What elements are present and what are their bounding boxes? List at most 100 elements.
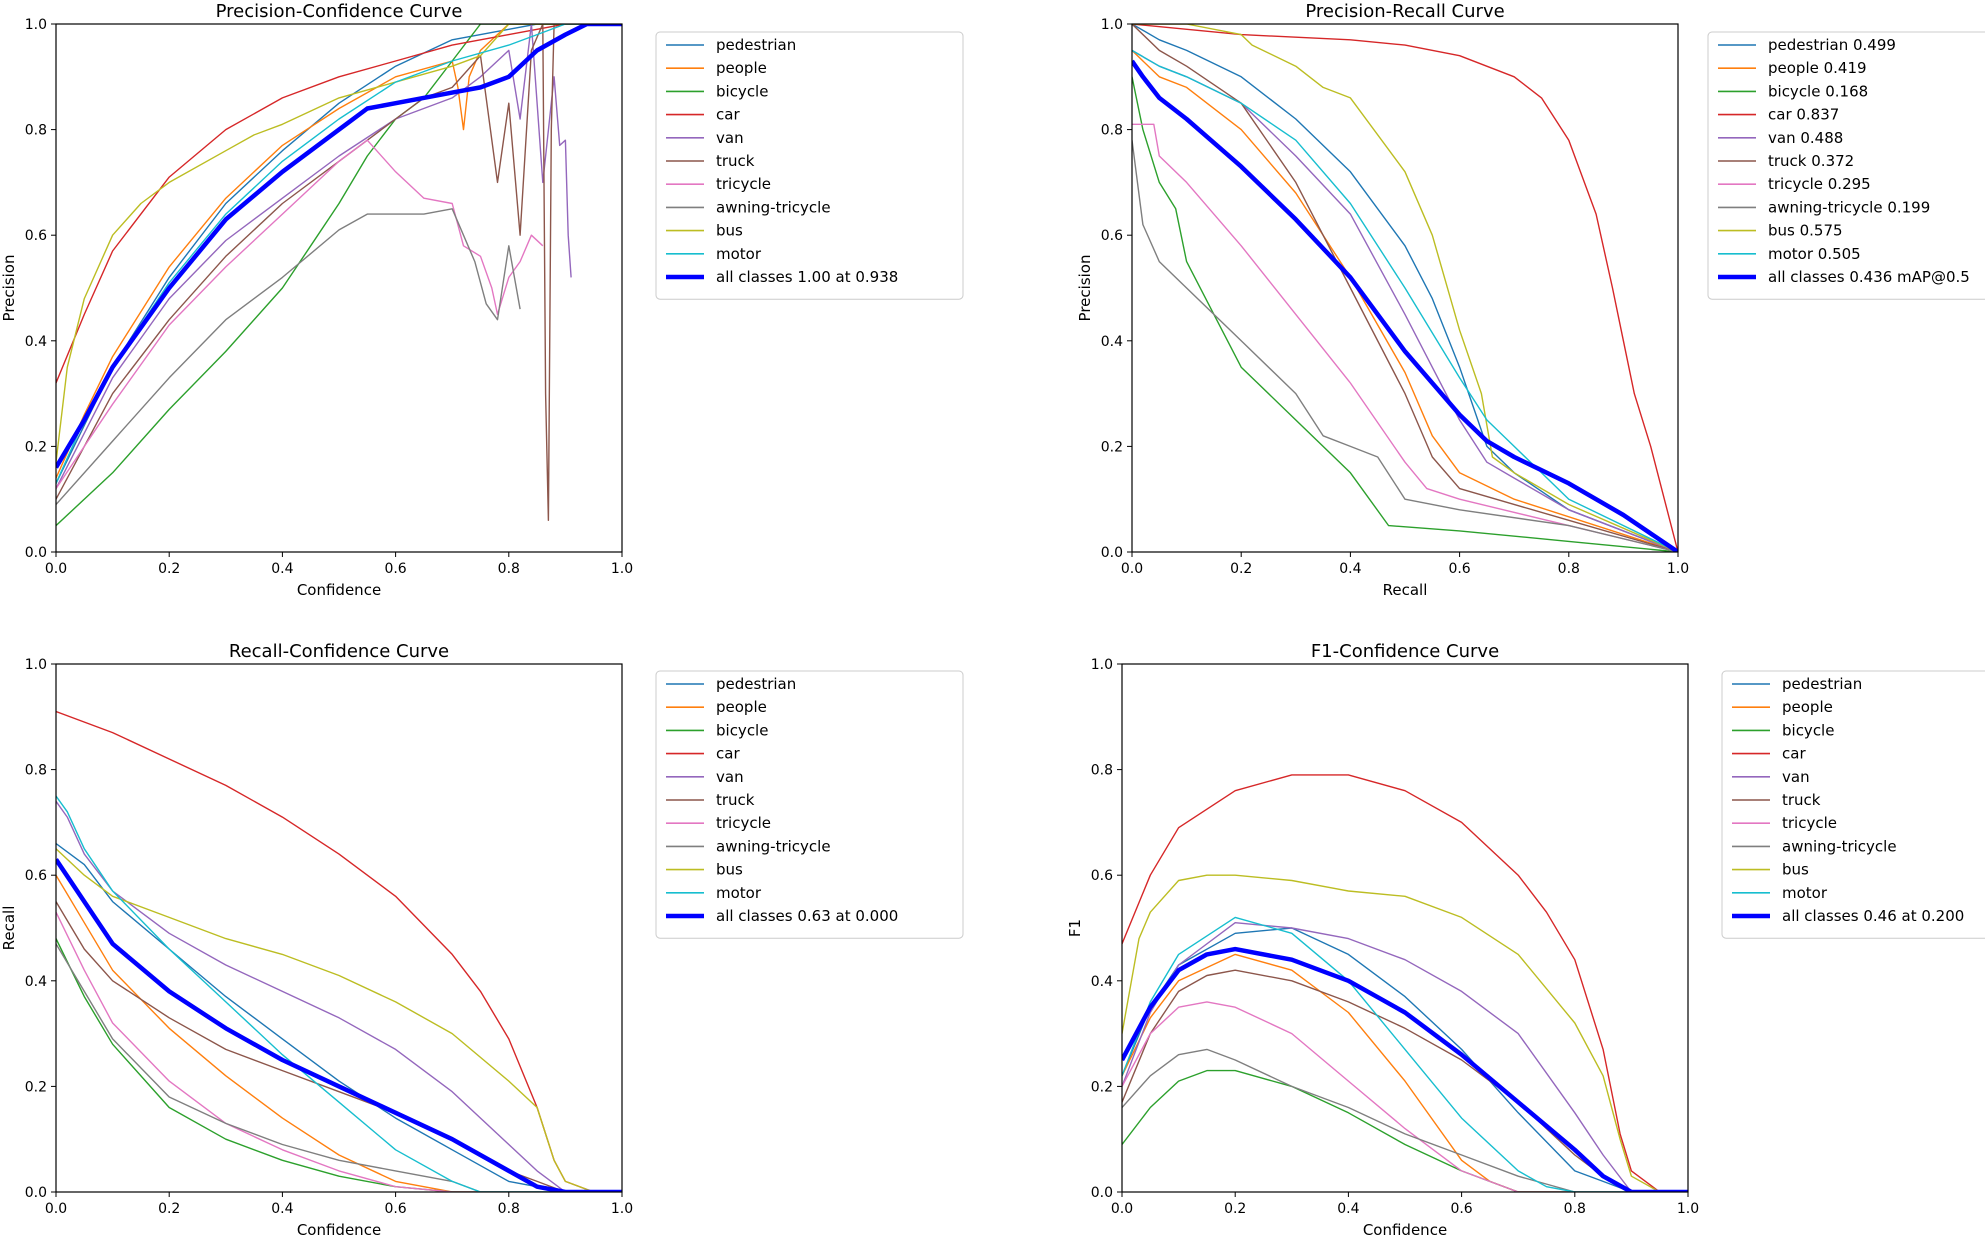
series-line-truck <box>56 24 622 521</box>
legend-label-tricycle: tricycle 0.295 <box>1768 175 1871 193</box>
chart-title: Precision-Confidence Curve <box>216 1 463 22</box>
legend-label-truck: truck <box>1782 791 1821 809</box>
x-tick-label: 0.8 <box>1558 561 1580 577</box>
legend-label-pedestrian: pedestrian <box>1782 675 1862 693</box>
x-tick-label: 0.4 <box>271 1201 293 1217</box>
x-tick-label: 0.6 <box>1448 561 1470 577</box>
x-tick-label: 1.0 <box>611 1201 633 1217</box>
series-line-bicycle <box>56 938 622 1192</box>
series-line-car <box>1132 24 1678 552</box>
legend-label-bus: bus <box>716 861 743 879</box>
chart-title: F1-Confidence Curve <box>1311 641 1499 662</box>
x-tick-label: 0.4 <box>1339 561 1361 577</box>
legend-label-bus: bus <box>716 222 743 240</box>
legend-box <box>1721 670 1985 939</box>
legend-box <box>1707 31 1985 300</box>
legend-label-tricycle: tricycle <box>716 175 771 193</box>
series-line-bicycle <box>1132 76 1678 552</box>
series-line-motor <box>56 24 622 484</box>
y-tick-label: 0.6 <box>25 228 47 244</box>
series-line-people <box>1132 49 1678 552</box>
series-group <box>1132 24 1678 552</box>
series-line-bus <box>56 24 622 463</box>
y-tick-label: 0.4 <box>25 334 47 350</box>
legend-label-awning-tricycle: awning-tricycle <box>1782 837 1897 855</box>
legend-label-pedestrian: pedestrian <box>716 675 796 693</box>
y-tick-label: 0.4 <box>1101 334 1123 350</box>
series-line-motor <box>1122 916 1688 1192</box>
series-line-car <box>1122 774 1688 1192</box>
y-tick-label: 0.0 <box>25 545 47 561</box>
chart-f1-confidence-curve: F1-Confidence Curve 0.0 0.2 0.4 0.6 0.8 1.0 0.0… <box>1066 641 1985 1237</box>
legend-label-van: van <box>716 768 744 786</box>
y-tick-label: 1.0 <box>1091 657 1113 673</box>
series-line-bus <box>1122 874 1688 1192</box>
series-line-motor <box>1132 49 1678 552</box>
y-axis-label: Precision <box>1076 255 1094 322</box>
x-tick-label: 0.8 <box>498 561 520 577</box>
x-tick-label: 0.6 <box>384 561 406 577</box>
y-tick-label: 0.2 <box>25 1079 47 1095</box>
series-line-van <box>1132 49 1678 552</box>
legend-label-awning-tricycle: awning-tricycle <box>716 837 831 855</box>
x-tick-label: 0.0 <box>1111 1201 1133 1217</box>
series-line-tricycle <box>1122 1001 1688 1192</box>
y-tick-label: 1.0 <box>1101 17 1123 33</box>
plot-frame <box>1131 23 1679 553</box>
series-group <box>56 24 622 527</box>
plot-frame <box>55 663 623 1193</box>
legend-label-bicycle: bicycle <box>1782 721 1834 739</box>
series-line-people <box>56 874 622 1192</box>
legend-box <box>655 670 964 939</box>
series-line-van <box>1122 922 1688 1192</box>
legend-label-truck: truck 0.372 <box>1768 152 1854 170</box>
legend-label-car: car <box>716 106 740 124</box>
legend-label-van: van 0.488 <box>1768 129 1843 147</box>
series-line-awning-tricycle <box>56 208 521 505</box>
y-tick-label: 0.8 <box>1101 123 1123 139</box>
legend-label-bus: bus <box>1782 861 1809 879</box>
x-axis-label: Confidence <box>297 581 381 599</box>
series-group <box>56 710 622 1192</box>
x-axis-label: Confidence <box>1363 1221 1447 1237</box>
chart-precision-confidence-curve: Precision-Confidence Curve 0.0 0.2 0.4 0.6 0.… <box>0 1 964 599</box>
legend-label-van: van <box>1782 768 1810 786</box>
legend-label-motor: motor <box>716 245 762 263</box>
series-line-tricycle <box>1132 123 1678 552</box>
y-tick-label: 0.8 <box>25 763 47 779</box>
series-line-all-classes <box>56 858 622 1192</box>
x-tick-label: 1.0 <box>1677 1201 1699 1217</box>
y-axis-label: F1 <box>1066 919 1084 937</box>
series-line-pedestrian <box>56 24 622 484</box>
legend-label-awning-tricycle: awning-tricycle <box>716 198 831 216</box>
series-line-bicycle <box>56 24 622 527</box>
x-tick-label: 0.8 <box>498 1201 520 1217</box>
legend-label-tricycle: tricycle <box>716 814 771 832</box>
legend-label-all-classes: all classes 0.63 at 0.000 <box>716 907 898 925</box>
y-tick-label: 0.8 <box>25 123 47 139</box>
x-tick-label: 0.0 <box>45 561 67 577</box>
legend-label-all-classes: all classes 0.436 mAP@0.5 <box>1768 268 1970 286</box>
y-tick-label: 0.2 <box>1101 439 1123 455</box>
chart-precision-recall-curve: Precision-Recall Curve 0.0 0.2 0.4 0.6 0.8 1.0… <box>1076 1 1985 599</box>
y-tick-label: 0.8 <box>1091 763 1113 779</box>
legend-label-truck: truck <box>716 791 755 809</box>
x-tick-label: 0.8 <box>1564 1201 1586 1217</box>
y-tick-label: 0.6 <box>1091 868 1113 884</box>
y-tick-label: 0.4 <box>1091 974 1113 990</box>
chart-title: Precision-Recall Curve <box>1305 1 1504 22</box>
series-line-bus <box>1132 24 1678 552</box>
legend-box <box>655 31 964 300</box>
x-tick-label: 0.4 <box>1337 1201 1359 1217</box>
series-line-truck <box>1132 24 1678 552</box>
series-line-tricycle <box>56 139 544 489</box>
y-tick-label: 1.0 <box>25 17 47 33</box>
series-line-tricycle <box>56 911 622 1192</box>
x-tick-label: 0.2 <box>1224 1201 1246 1217</box>
legend-label-bicycle: bicycle 0.168 <box>1768 82 1868 100</box>
series-line-all-classes <box>1132 59 1678 552</box>
legend-label-bicycle: bicycle <box>716 82 768 100</box>
x-tick-label: 1.0 <box>611 561 633 577</box>
y-tick-label: 0.2 <box>25 439 47 455</box>
